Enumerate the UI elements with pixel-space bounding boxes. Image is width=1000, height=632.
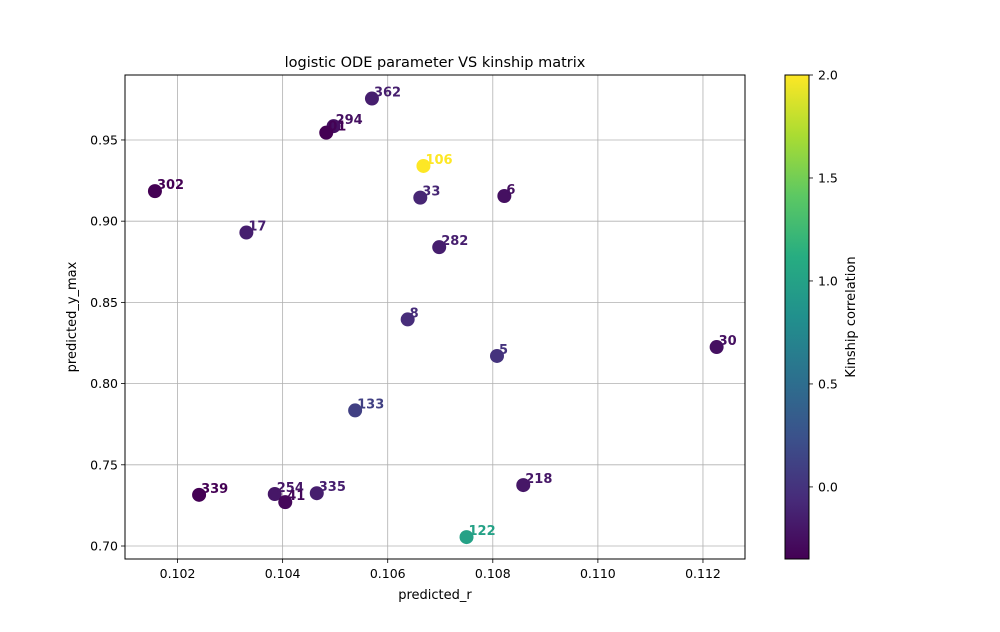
y-tick-label: 0.80 bbox=[90, 376, 118, 391]
colorbar-tick-label: 0.0 bbox=[818, 479, 838, 494]
colorbar-ticks: 0.0 0.5 1.0 1.5 2.0 bbox=[809, 68, 838, 494]
data-point bbox=[319, 125, 334, 140]
x-tick-label: 0.104 bbox=[265, 566, 301, 581]
colorbar-tick-label: 0.5 bbox=[818, 376, 838, 391]
data-point bbox=[364, 91, 379, 106]
data-point bbox=[309, 486, 324, 501]
grid bbox=[125, 75, 745, 559]
data-point-label: 335 bbox=[319, 480, 346, 495]
data-point bbox=[709, 340, 724, 355]
data-point-label: 122 bbox=[469, 524, 496, 539]
x-tick-label: 0.102 bbox=[160, 566, 196, 581]
y-axis-label: predicted_y_max bbox=[65, 261, 80, 372]
points bbox=[147, 91, 724, 545]
y-tick-label: 0.95 bbox=[90, 132, 118, 147]
data-point-label: 106 bbox=[425, 153, 452, 168]
data-point-label: 254 bbox=[277, 481, 304, 496]
data-point-label: 8 bbox=[410, 306, 419, 321]
data-point-label: 17 bbox=[248, 220, 266, 235]
data-point bbox=[416, 158, 431, 173]
data-point-label: 41 bbox=[287, 489, 305, 504]
data-point-label: 302 bbox=[157, 178, 184, 193]
data-point-label: 282 bbox=[441, 234, 468, 249]
data-point-label: 294 bbox=[336, 113, 363, 128]
x-tick-label: 0.108 bbox=[475, 566, 511, 581]
data-point bbox=[192, 487, 207, 502]
data-point-label: 362 bbox=[374, 86, 401, 101]
data-point-label: 33 bbox=[422, 185, 440, 200]
colorbar-tick-label: 2.0 bbox=[818, 68, 838, 83]
data-point bbox=[432, 240, 447, 255]
chart-title: logistic ODE parameter VS kinship matrix bbox=[285, 55, 586, 71]
data-point bbox=[267, 487, 282, 502]
x-tick-label: 0.110 bbox=[580, 566, 616, 581]
y-axis-ticks: 0.70 0.75 0.80 0.85 0.90 0.95 bbox=[90, 132, 125, 554]
data-point-label: 5 bbox=[499, 343, 508, 358]
y-tick-label: 0.90 bbox=[90, 214, 118, 229]
data-point bbox=[497, 189, 512, 203]
data-point bbox=[278, 495, 293, 510]
data-point-label: 01 bbox=[328, 120, 346, 135]
plot-frame bbox=[124, 74, 746, 560]
x-tick-label: 0.112 bbox=[685, 566, 721, 581]
data-point bbox=[400, 312, 415, 327]
data-point-label: 218 bbox=[525, 472, 552, 487]
data-point bbox=[147, 184, 162, 199]
y-tick-label: 0.70 bbox=[90, 539, 118, 554]
colorbar[interactable] bbox=[784, 74, 810, 560]
colorbar-tick-label: 1.5 bbox=[818, 170, 838, 185]
x-axis-label: predicted_r bbox=[398, 588, 472, 603]
colorbar-tick-label: 1.0 bbox=[818, 273, 838, 288]
data-point-label: 133 bbox=[357, 397, 384, 412]
y-tick-label: 0.85 bbox=[90, 295, 118, 310]
data-point bbox=[413, 190, 428, 205]
data-point-label: 6 bbox=[506, 183, 515, 198]
data-point bbox=[490, 348, 504, 363]
y-tick-label: 0.75 bbox=[90, 457, 118, 472]
data-point bbox=[459, 530, 474, 545]
data-point bbox=[239, 225, 254, 240]
data-point bbox=[516, 478, 531, 493]
data-point-label: 339 bbox=[201, 482, 228, 497]
x-tick-label: 0.106 bbox=[370, 566, 406, 581]
colorbar-label: Kinship correlation bbox=[844, 256, 859, 377]
data-point-label: 30 bbox=[719, 334, 737, 349]
data-point bbox=[348, 403, 363, 418]
x-axis-ticks: 0.102 0.104 0.106 0.108 0.110 0.112 bbox=[160, 559, 721, 581]
